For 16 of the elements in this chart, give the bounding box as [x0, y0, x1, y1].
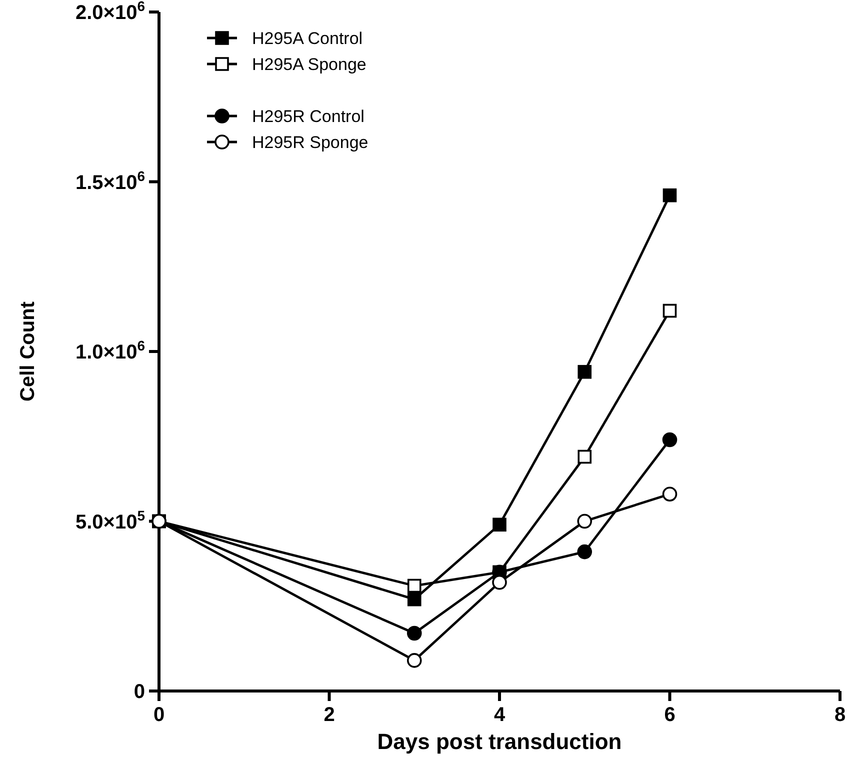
legend-label: H295A Control — [252, 29, 363, 48]
x-tick-label: 6 — [664, 704, 676, 726]
y-tick-label: 1.5×10$^{6}$ — [75, 168, 146, 194]
x-tick-label: 0 — [153, 704, 165, 726]
legend-label: H295A Sponge — [252, 55, 366, 74]
x-tick-label: 2 — [324, 704, 335, 726]
x-tick-label: 8 — [834, 704, 846, 726]
y-tick-label: 0 — [134, 681, 145, 703]
y-tick-label: 1.0×10$^{6}$ — [75, 338, 146, 364]
legend-label: H295R Control — [252, 107, 364, 126]
x-tick-label: 4 — [494, 704, 506, 726]
legend-label: H295R Sponge — [252, 133, 368, 152]
x-axis-title: Days post transduction — [377, 729, 622, 754]
y-tick-label: 5.0×10$^{5}$ — [75, 507, 146, 534]
y-tick-label: 2.0×10$^{6}$ — [75, 0, 146, 24]
y-axis-title: Cell Count — [17, 301, 39, 402]
